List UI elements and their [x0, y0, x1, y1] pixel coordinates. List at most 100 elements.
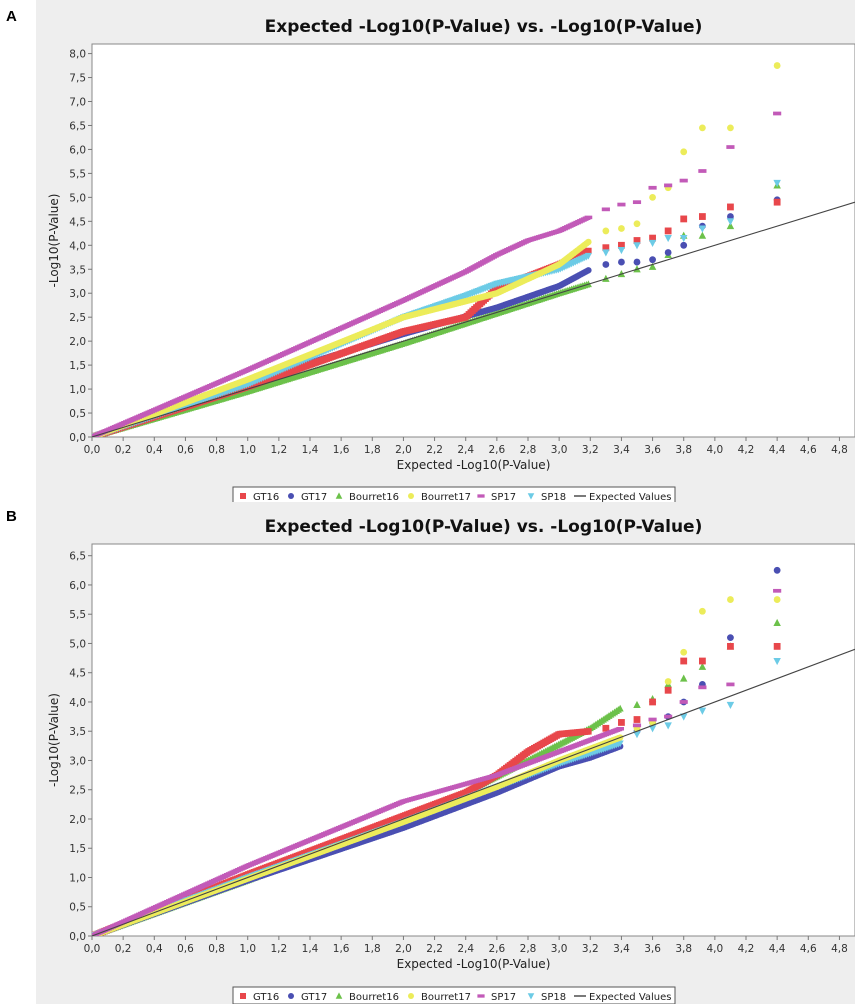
y-tick-label: 4,0 — [69, 697, 86, 709]
x-tick-label: 2,8 — [520, 943, 537, 955]
x-tick-label: 1,2 — [271, 943, 288, 955]
data-point — [727, 213, 734, 220]
y-tick-label: 1,5 — [69, 843, 86, 855]
chart-title: Expected -Log10(P-Value) vs. -Log10(P-Va… — [265, 517, 703, 537]
legend-marker — [288, 493, 294, 499]
legend-label: Expected Values — [589, 992, 672, 1003]
y-tick-label: 5,0 — [69, 192, 86, 204]
data-point — [773, 618, 781, 627]
y-tick-label: 3,0 — [69, 288, 86, 300]
data-point — [699, 124, 706, 132]
series-sp17 — [92, 111, 782, 437]
y-tick-label: 3,5 — [69, 264, 86, 276]
data-point — [664, 235, 672, 243]
y-tick-label: 4,0 — [69, 240, 86, 252]
data-point — [664, 249, 672, 256]
legend-marker — [240, 993, 246, 999]
legend-label: SP18 — [541, 992, 566, 1003]
x-tick-label: 4,4 — [769, 444, 786, 456]
data-point — [602, 261, 610, 268]
y-tick-label: 5,5 — [69, 609, 86, 621]
x-tick-label: 4,8 — [831, 444, 848, 456]
data-point — [679, 235, 688, 243]
data-point — [633, 258, 641, 266]
x-tick-label: 3,2 — [582, 943, 599, 955]
x-tick-label: 1,6 — [333, 444, 350, 456]
data-point — [649, 698, 656, 706]
data-point — [633, 220, 641, 228]
x-tick-label: 2,0 — [395, 444, 412, 456]
data-point — [773, 198, 781, 206]
data-point — [618, 225, 625, 232]
data-point — [664, 183, 673, 188]
x-tick-label: 3,4 — [613, 943, 630, 955]
legend-box — [232, 986, 676, 1004]
y-tick-label: 8,0 — [69, 49, 86, 61]
x-tick-label: 3,0 — [551, 943, 568, 955]
data-point — [633, 716, 641, 723]
data-point — [773, 566, 781, 574]
y-tick-label: 5,5 — [69, 168, 86, 180]
data-point — [616, 727, 625, 731]
y-tick-label: 3,5 — [69, 726, 86, 738]
legend-label: GT16 — [253, 992, 279, 1003]
data-point — [726, 218, 735, 226]
x-tick-label: 0,2 — [115, 943, 132, 955]
plot-area — [91, 543, 855, 937]
y-tick-label: 3,0 — [69, 755, 86, 767]
panel-letter: B — [6, 508, 17, 525]
y-tick-label: 1,0 — [69, 872, 86, 884]
y-tick-label: 2,5 — [69, 312, 86, 324]
x-tick-label: 1,4 — [302, 943, 319, 955]
data-point — [602, 249, 610, 257]
data-point — [664, 686, 672, 694]
y-tick-label: 7,5 — [69, 73, 86, 85]
data-point — [726, 701, 735, 709]
x-tick-label: 2,0 — [395, 943, 412, 955]
expected-values-line — [92, 648, 855, 936]
x-tick-label: 2,2 — [426, 444, 443, 456]
legend-label: SP18 — [541, 492, 566, 502]
x-tick-label: 4,8 — [831, 943, 848, 955]
data-point — [618, 258, 625, 266]
data-point — [698, 169, 707, 173]
data-point — [727, 124, 734, 132]
y-tick-label: 1,0 — [69, 384, 86, 396]
legend-label: GT16 — [253, 492, 279, 502]
legend-label: Bourret16 — [349, 992, 399, 1003]
legend: GT16 GT17 Bourret16 Bourret17 SP17 SP18 Expect… — [232, 486, 676, 502]
data-point — [726, 222, 735, 230]
qq-plot-a: Expected -Log10(P-Value) vs. -Log10(P-Va… — [47, 17, 855, 502]
data-point — [601, 207, 610, 212]
x-tick-label: 2,2 — [426, 943, 443, 955]
x-tick-label: 0,8 — [208, 943, 225, 955]
x-tick-label: 2,4 — [457, 943, 474, 955]
x-tick-label: 0,0 — [84, 444, 101, 456]
x-tick-label: 0,4 — [146, 943, 163, 955]
data-point — [698, 231, 707, 239]
panel-b: B Expected -Log10(P-Value) vs. -Log10(P-… — [0, 502, 855, 1004]
x-tick-label: 4,2 — [738, 444, 755, 456]
legend-label: Bourret16 — [349, 492, 399, 502]
data-point — [649, 234, 656, 242]
x-tick-label: 3,4 — [613, 444, 630, 456]
data-point — [679, 674, 688, 682]
legend-label: SP17 — [491, 992, 516, 1003]
x-axis-title: Expected -Log10(P-Value) — [397, 458, 551, 472]
expected-values-line — [92, 201, 855, 437]
data-point — [698, 662, 707, 670]
data-point — [633, 700, 641, 708]
legend-label: Bourret17 — [421, 492, 471, 502]
plot-area — [91, 43, 855, 438]
plot-contents — [92, 566, 855, 936]
legend-marker — [335, 492, 343, 499]
y-tick-label: 0,5 — [69, 408, 86, 420]
legend-marker — [477, 494, 485, 498]
data-point — [649, 256, 656, 264]
x-tick-label: 4,2 — [738, 943, 755, 955]
data-point — [664, 714, 673, 719]
x-tick-label: 2,4 — [457, 444, 474, 456]
legend-label: GT17 — [301, 492, 327, 502]
data-point — [679, 700, 688, 704]
panel-letter: A — [6, 8, 17, 25]
